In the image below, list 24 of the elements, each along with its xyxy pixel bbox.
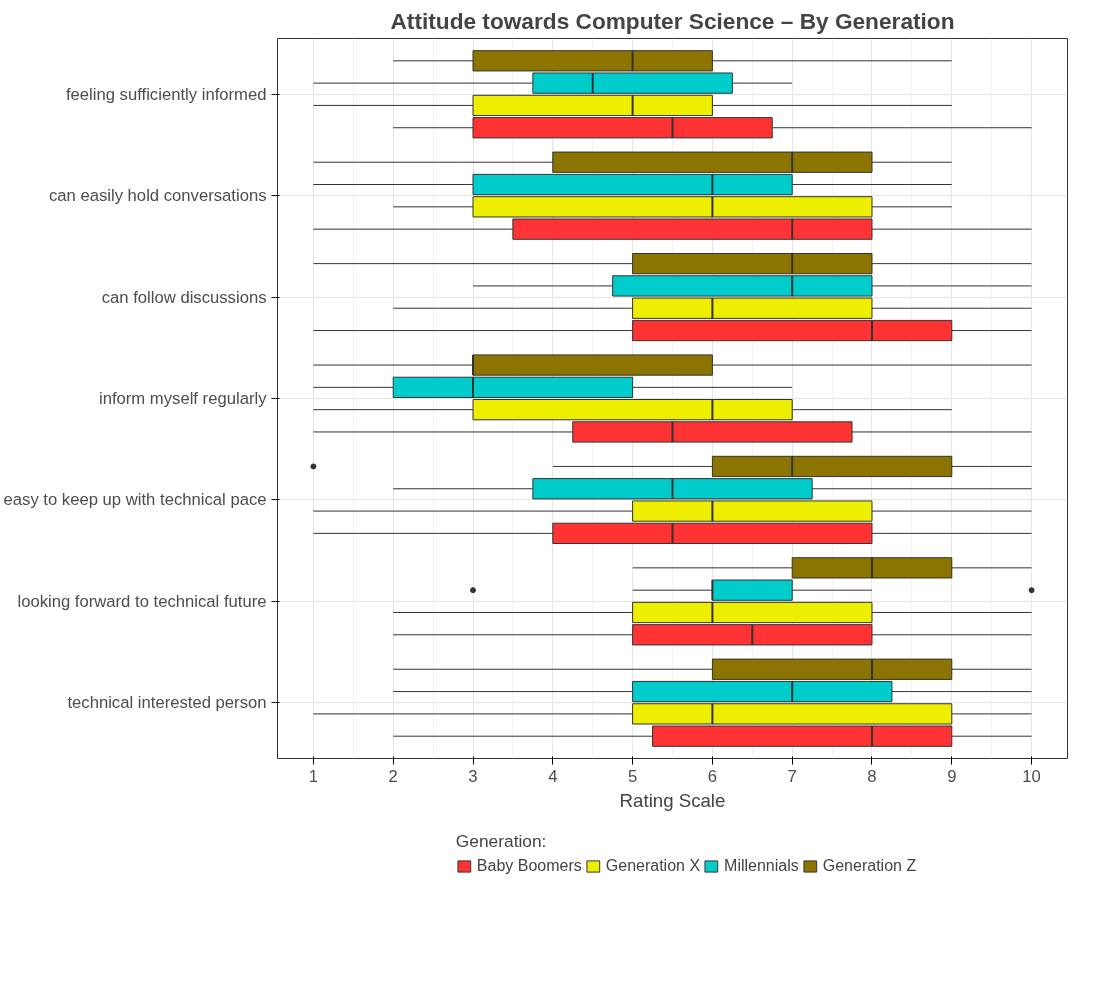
- x-tick-label: 9: [947, 766, 957, 786]
- legend-label: Baby Boomers: [476, 857, 582, 875]
- x-tick-label: 6: [707, 766, 718, 786]
- x-tick-label: 2: [388, 766, 398, 786]
- y-tick-label: looking forward to technical future: [17, 591, 267, 611]
- y-tick-label: can follow discussions: [101, 287, 267, 307]
- x-tick-label: 3: [468, 766, 478, 786]
- y-tick-label: inform myself regularly: [98, 389, 268, 408]
- x-axis-title: Rating Scale: [619, 789, 726, 811]
- y-tick-label: technical interested person: [67, 693, 267, 713]
- y-tick-label: can easily hold conversations: [48, 186, 267, 206]
- y-tick-label: easy to keep up with technical pace: [3, 490, 267, 510]
- legend-label: Millennials: [724, 857, 799, 875]
- x-tick-label: 1: [308, 766, 319, 786]
- legend-title: Generation:: [455, 831, 548, 852]
- x-tick-label: 8: [867, 766, 877, 786]
- x-tick-label: 4: [548, 766, 558, 786]
- x-tick-label: 5: [627, 766, 638, 786]
- legend-label: Generation X: [605, 857, 701, 875]
- chart-title: Attitude towards Computer Science – By Generation: [390, 7, 955, 34]
- x-tick-label: 7: [787, 766, 797, 786]
- y-tick-label: feeling sufficiently informed: [65, 84, 267, 104]
- legend-label: Generation Z: [822, 857, 917, 875]
- x-tick-label: 10: [1022, 766, 1041, 786]
